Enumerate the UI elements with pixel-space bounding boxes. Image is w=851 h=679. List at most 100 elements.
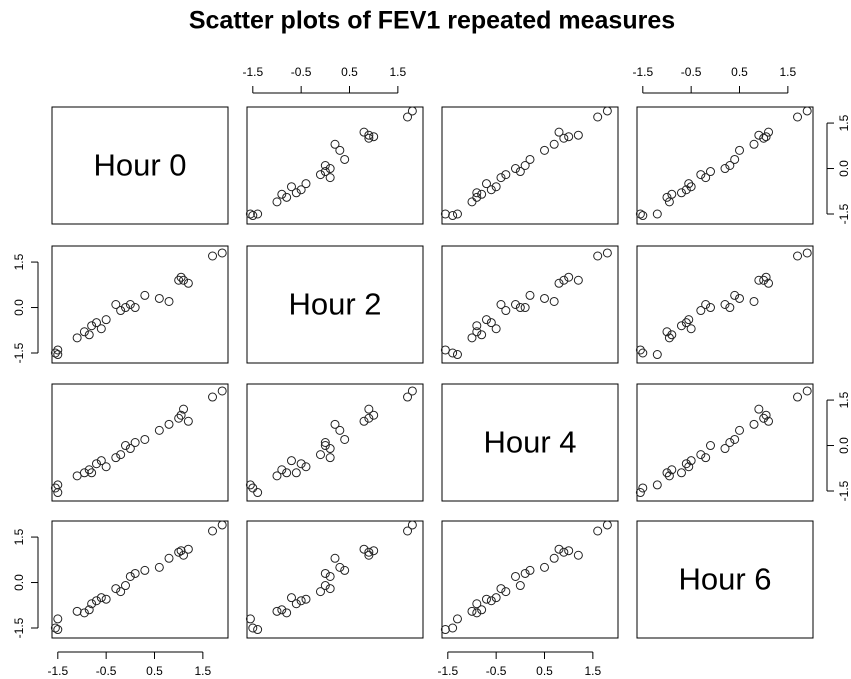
point [730,290,740,300]
point [525,154,535,164]
y-tick-label: 0.0 [837,160,851,177]
point [635,488,645,498]
point [282,608,292,618]
point [301,179,311,189]
point [174,413,184,423]
point [164,296,174,306]
point [549,296,559,306]
point [164,553,174,563]
point [325,453,335,463]
point [472,608,482,618]
panel [636,106,814,225]
point [681,185,691,195]
point [486,318,496,328]
point [359,544,369,554]
point [759,275,769,285]
x-tick-label: -0.5 [681,65,702,79]
x-tick-label: 0.5 [146,664,163,678]
point [116,587,126,597]
point [515,167,525,177]
point [564,546,574,556]
point [120,581,130,591]
point [501,170,511,180]
point [325,173,335,183]
point [369,546,379,556]
point [676,321,686,331]
y-tick-label: -1.5 [837,480,851,501]
point [320,441,330,451]
point [735,145,745,155]
point [369,132,379,142]
point [407,520,417,530]
x-tick-label: -0.5 [486,664,507,678]
point [662,192,672,202]
point [684,179,694,189]
point [364,550,374,560]
x-tick-label: -0.5 [96,664,117,678]
point [520,161,530,170]
point [573,130,583,140]
point [802,386,812,396]
point [291,468,301,478]
point [245,614,255,624]
x-tick-label: 0.5 [341,65,358,79]
point [96,593,106,603]
point [559,133,569,143]
panel [51,520,229,639]
point [120,303,130,313]
point [676,188,686,198]
point [635,209,645,219]
point [477,605,487,615]
point [754,130,764,140]
point [720,300,730,309]
point [496,300,506,309]
point [501,587,511,597]
x-tick-label: -1.5 [437,664,458,678]
point [759,413,769,423]
panel [51,245,229,364]
point [735,425,745,435]
point [686,456,696,466]
point [481,179,491,189]
point [491,593,501,603]
point [735,293,745,303]
point [520,303,530,313]
point [793,392,803,402]
point [638,211,648,221]
point [564,132,574,142]
point [248,483,258,493]
diagonal-label: Hour 0 [93,148,186,183]
panel [636,245,814,364]
point [140,565,150,575]
point [72,606,82,616]
point [664,197,674,207]
point [602,248,612,258]
point [662,468,672,478]
point [87,468,97,478]
point [749,296,759,306]
point [472,192,482,202]
point [183,416,193,426]
point [472,599,482,609]
panel [246,106,424,225]
point [559,275,569,285]
point [296,459,306,469]
point [335,145,345,155]
point [364,130,374,140]
y-tick-label: 1.5 [12,253,26,270]
x-tick-label: 1.5 [780,65,797,79]
point [277,465,287,475]
point [125,571,135,581]
point [340,154,350,164]
point [253,209,263,219]
diagonal-label: Hour 6 [678,562,771,597]
point [325,164,335,174]
point [325,571,335,581]
point [277,189,287,199]
y-tick-label: 1.5 [12,528,26,545]
point [510,571,520,581]
point [701,300,711,309]
point [440,209,450,219]
point [96,324,106,334]
